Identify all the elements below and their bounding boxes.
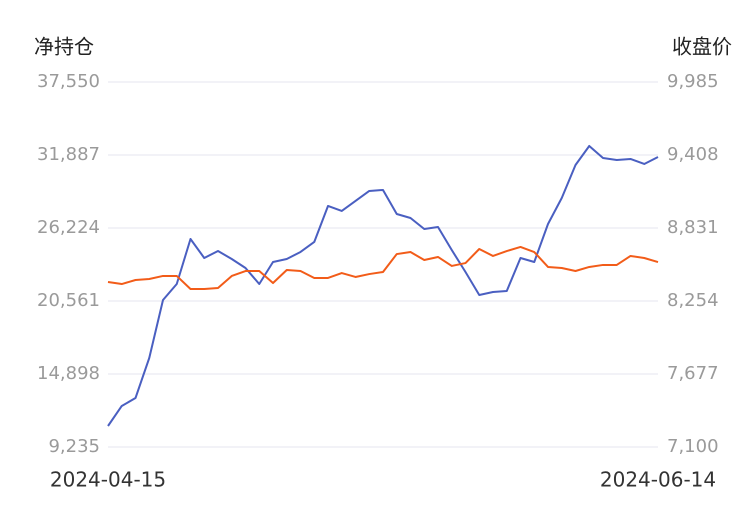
y-tick-label: 20,561 [37, 290, 100, 311]
line-series [107, 245, 659, 290]
line-series [107, 144, 659, 427]
y2-tick-label: 9,985 [667, 71, 719, 92]
y2-tick-label: 8,831 [667, 217, 719, 238]
y2-tick-label: 7,100 [667, 436, 719, 457]
y-tick-label: 14,898 [37, 363, 100, 384]
x-tick-label: 2024-04-15 [50, 468, 166, 492]
x-tick-label: 2024-06-14 [600, 468, 716, 492]
y-tick-label: 31,887 [37, 144, 100, 165]
y2-axis-title: 收盘价 [672, 35, 732, 59]
y-axis-title: 净持仓 [34, 35, 94, 59]
y-tick-label: 37,550 [37, 71, 100, 92]
y2-tick-label: 9,408 [667, 144, 719, 165]
y2-tick-label: 7,677 [667, 363, 719, 384]
y-tick-label: 26,224 [37, 217, 100, 238]
y-tick-label: 9,235 [48, 436, 100, 457]
y2-tick-label: 8,254 [667, 290, 719, 311]
